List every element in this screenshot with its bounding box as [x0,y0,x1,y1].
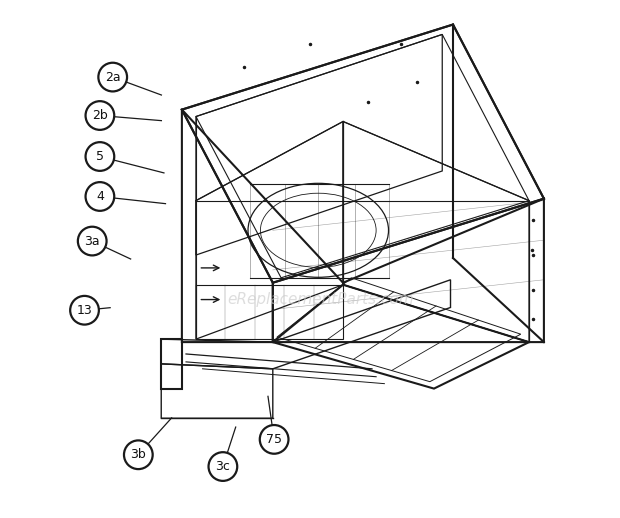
Text: 3c: 3c [215,460,230,473]
Text: 3b: 3b [130,448,146,461]
Text: 2b: 2b [92,109,108,122]
Text: 4: 4 [96,190,104,203]
Circle shape [86,142,114,171]
Circle shape [99,63,127,92]
Text: 3a: 3a [84,235,100,248]
Text: eReplacementParts.com: eReplacementParts.com [227,293,414,308]
Text: 5: 5 [96,150,104,163]
Circle shape [78,227,107,255]
Circle shape [70,296,99,325]
Text: 75: 75 [266,433,282,446]
Text: 2a: 2a [105,70,120,83]
Circle shape [86,182,114,211]
Circle shape [124,440,153,469]
Circle shape [208,452,237,481]
Circle shape [86,101,114,130]
Circle shape [260,425,288,454]
Text: 13: 13 [77,304,92,316]
